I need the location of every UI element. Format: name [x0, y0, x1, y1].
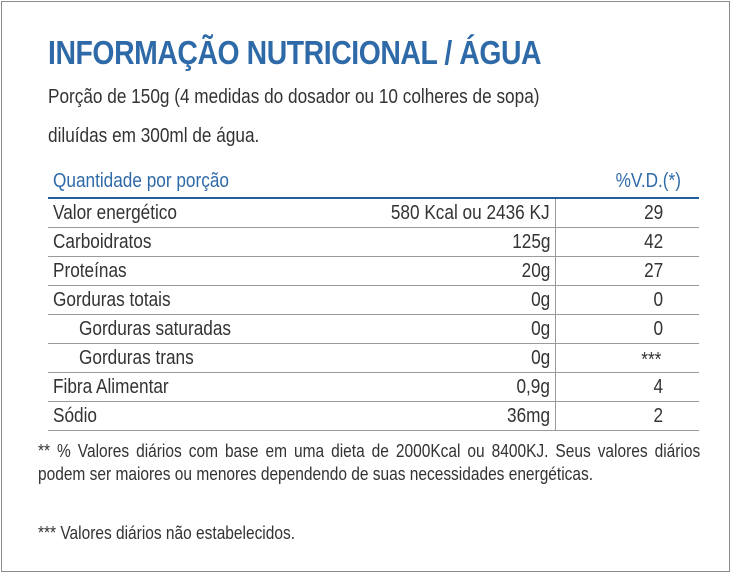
nutrient-daily-value: 0	[653, 318, 663, 340]
table-row-proteinas: Proteínas 20g 27	[48, 257, 699, 286]
nutrient-name: Gorduras saturadas	[79, 318, 232, 340]
table-row-gorduras-trans: Gorduras trans 0g ***	[48, 344, 699, 373]
column-divider	[555, 199, 556, 228]
table-row-sodio: Sódio 36mg 2	[48, 402, 699, 431]
nutrient-daily-value: 2	[653, 405, 663, 427]
portion-description-line2: diluídas em 300ml de água.	[48, 125, 260, 147]
nutrient-amount: 36mg	[506, 405, 550, 427]
footnote-not-established: *** Valores diários não estabelecidos.	[38, 523, 296, 543]
column-divider	[555, 344, 556, 373]
column-divider	[555, 228, 556, 257]
nutrient-name: Valor energético	[53, 202, 177, 224]
table-row-carboidratos: Carboidratos 125g 42	[48, 228, 699, 257]
nutrient-name: Carboidratos	[53, 231, 152, 253]
nutrient-name: Gorduras totais	[53, 289, 171, 311]
header-daily-value: %V.D.(*)	[615, 170, 681, 192]
nutrient-amount: 20g	[521, 260, 550, 282]
column-divider	[555, 286, 556, 315]
nutrient-amount: 580 Kcal ou 2436 KJ	[391, 202, 550, 224]
label-title: INFORMAÇÃO NUTRICIONAL / ÁGUA	[48, 34, 542, 71]
column-divider	[555, 315, 556, 344]
nutrient-daily-value: 42	[643, 231, 663, 253]
portion-description-line1: Porção de 150g (4 medidas do dosador ou …	[48, 86, 540, 108]
nutrient-name: Proteínas	[53, 260, 127, 282]
table-row-valor-energetico: Valor energético 580 Kcal ou 2436 KJ 29	[48, 199, 699, 228]
nutrient-amount: 0g	[530, 347, 550, 369]
nutrient-name: Gorduras trans	[79, 347, 194, 369]
column-divider	[555, 373, 556, 402]
column-divider	[555, 257, 556, 286]
table-header: Quantidade por porção %V.D.(*)	[48, 165, 699, 199]
nutrient-daily-value: ***	[640, 349, 661, 371]
nutrient-amount: 125g	[511, 231, 550, 253]
nutrient-name: Fibra Alimentar	[53, 376, 169, 398]
table-row-fibra-alimentar: Fibra Alimentar 0,9g 4	[48, 373, 699, 402]
nutrient-daily-value: 0	[653, 289, 663, 311]
header-quantity: Quantidade por porção	[53, 170, 229, 192]
table-row-gorduras-totais: Gorduras totais 0g 0	[48, 286, 699, 315]
footnote-daily-values: ** % Valores diários com base em uma die…	[38, 441, 701, 484]
nutrient-amount: 0g	[530, 318, 550, 340]
nutrient-name: Sódio	[53, 405, 97, 427]
nutrient-daily-value: 4	[653, 376, 663, 398]
nutrient-amount: 0,9g	[516, 376, 550, 398]
table-row-gorduras-saturadas: Gorduras saturadas 0g 0	[48, 315, 699, 344]
nutrient-amount: 0g	[530, 289, 550, 311]
column-divider	[555, 402, 556, 431]
nutrient-daily-value: 27	[643, 260, 663, 282]
nutrient-daily-value: 29	[643, 202, 663, 224]
nutrition-table: Quantidade por porção %V.D.(*) Valor ene…	[48, 165, 699, 431]
